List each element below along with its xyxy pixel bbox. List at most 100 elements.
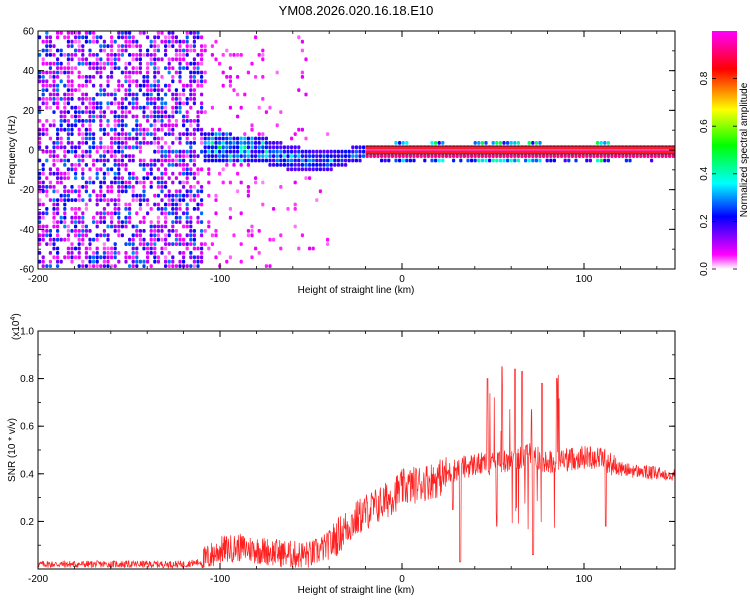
spectrogram-cell: [160, 180, 164, 185]
spectrogram-cell: [354, 158, 358, 163]
spectrogram-cell: [124, 132, 128, 136]
spectrogram-cell: [207, 149, 211, 154]
spectrogram-cell: [426, 154, 430, 158]
y-tick-label: 0.4: [20, 469, 34, 480]
spectrogram-cell: [354, 154, 358, 158]
spectrogram-cell: [41, 127, 45, 132]
spectrogram-cell: [153, 61, 157, 66]
spectrogram-cell: [156, 180, 160, 185]
spectrogram-cell: [297, 163, 301, 167]
spectrogram-cell: [81, 198, 85, 202]
spectrogram-cell: [232, 53, 236, 57]
spectrogram-cell: [41, 259, 45, 264]
spectrogram-cell: [196, 31, 200, 35]
spectrogram-cell: [66, 136, 70, 141]
spectrogram-cell: [657, 154, 661, 158]
spectrogram-cell: [128, 211, 132, 216]
spectrogram-cell: [254, 154, 258, 158]
spectrogram-cell: [66, 158, 70, 163]
spectrogram-cell: [149, 242, 153, 246]
spectrogram-cell: [131, 57, 135, 62]
spectrogram-cell: [239, 53, 243, 57]
spectrogram-cell: [153, 44, 157, 48]
spectrogram-cell: [77, 44, 81, 48]
spectrogram-cell: [171, 242, 175, 246]
spectrogram-cell: [102, 61, 106, 66]
spectrogram-cell: [304, 158, 308, 163]
spectrogram-cell: [124, 163, 128, 167]
spectrogram-cell: [441, 154, 445, 158]
spectrogram-cell: [56, 255, 60, 260]
spectrogram-cell: [131, 259, 135, 264]
spectrogram-cell: [45, 176, 49, 180]
spectrogram-cell: [466, 158, 470, 163]
spectrogram-cell: [106, 105, 110, 110]
spectrogram-cell: [167, 127, 171, 132]
spectrogram-cell: [264, 158, 268, 163]
y-tick-label: 1.0: [20, 327, 34, 338]
spectrogram-cell: [88, 136, 92, 141]
spectrogram-cell: [66, 44, 70, 48]
spectrogram-cell: [308, 246, 312, 251]
spectrogram-cell: [290, 167, 294, 172]
spectrogram-cell: [178, 198, 182, 202]
spectrogram-cell: [153, 97, 157, 101]
spectrogram-cell: [45, 145, 49, 150]
spectrogram-cell: [153, 255, 157, 260]
spectrogram-cell: [128, 70, 132, 75]
spectrogram-cell: [56, 237, 60, 242]
spectrogram-cell: [59, 119, 63, 123]
spectrogram-cell: [156, 79, 160, 84]
spectrogram-cell: [189, 83, 193, 88]
spectrogram-cell: [106, 259, 110, 264]
spectrogram-cell: [214, 233, 218, 238]
spectrogram-cell: [286, 207, 290, 211]
spectrogram-cell: [77, 198, 81, 202]
spectrogram-cell: [84, 207, 88, 211]
spectrogram-cell: [311, 167, 315, 172]
spectrogram-cell: [99, 70, 103, 75]
spectrogram-cell: [106, 185, 110, 189]
spectrogram-cell: [228, 158, 232, 163]
y-tick-label: 0.8: [20, 374, 34, 385]
spectrogram-cell: [45, 44, 49, 48]
spectrogram-cell: [628, 154, 632, 158]
spectrogram-cell: [38, 127, 42, 132]
spectrogram-cell: [221, 154, 225, 158]
colorbar-tick-label: 0.8: [699, 71, 710, 85]
spectrogram-cell: [117, 180, 121, 185]
spectrogram-cell: [228, 53, 232, 57]
spectrogram-cell: [300, 127, 304, 132]
spectrogram-cell: [160, 101, 164, 106]
spectrogram-cell: [210, 105, 214, 110]
spectrogram-cell: [387, 158, 391, 163]
spectrogram-cell: [153, 110, 157, 114]
spectrogram-cell: [113, 149, 117, 154]
spectrogram-cell: [315, 167, 319, 172]
spectrogram-cell: [131, 127, 135, 132]
spectrogram-cell: [279, 145, 283, 150]
spectrogram-cell: [174, 119, 178, 123]
spectrogram-cell: [596, 141, 600, 145]
spectrogram-cell: [182, 101, 186, 106]
spectrogram-cell: [102, 44, 106, 48]
spectrogram-cell: [185, 61, 189, 66]
spectrogram-cell: [160, 189, 164, 194]
spectrogram-cell: [74, 149, 78, 154]
spectrogram-cell: [45, 132, 49, 136]
spectrogram-cell: [304, 149, 308, 154]
spectrogram-cell: [52, 101, 56, 106]
spectrogram-cell: [153, 114, 157, 119]
spectrogram-cell: [38, 224, 42, 229]
spectrogram-cell: [84, 154, 88, 158]
spectrogram-cell: [196, 53, 200, 57]
spectrogram-cell: [185, 189, 189, 194]
spectrogram-cell: [38, 211, 42, 216]
spectrogram-cell: [41, 189, 45, 194]
spectrogram-cell: [146, 83, 150, 88]
spectrogram-cell: [52, 224, 56, 229]
spectrogram-cell: [66, 132, 70, 136]
spectrogram-cell: [124, 44, 128, 48]
spectrogram-cell: [102, 246, 106, 251]
spectrogram-cell: [92, 110, 96, 114]
